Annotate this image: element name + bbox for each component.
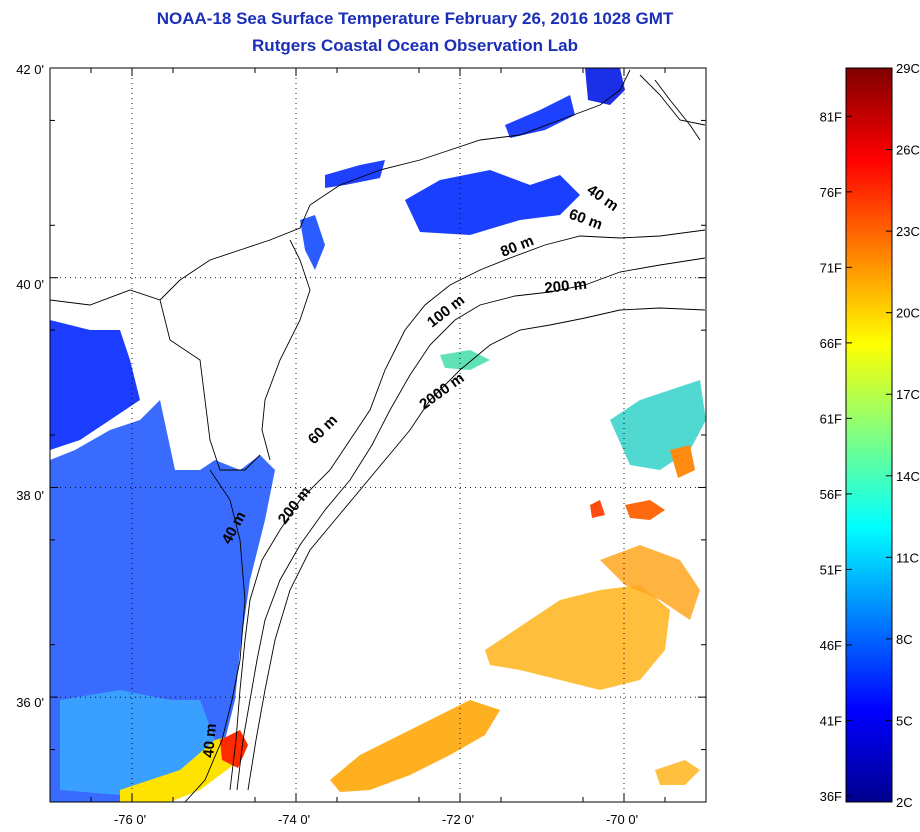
contour-label: 2000 m <box>416 370 467 414</box>
lon-tick-label: -72 0' <box>442 812 474 827</box>
contour-label: 60 m <box>305 412 341 448</box>
offshore-warm-spot <box>655 760 700 785</box>
chart-title: NOAA-18 Sea Surface Temperature February… <box>156 9 674 28</box>
warm-coastal-strip <box>120 735 240 802</box>
chesapeake-bay <box>60 690 215 795</box>
contour-label: 40 m <box>584 181 622 215</box>
colorbar-label-celsius: 8C <box>896 632 913 647</box>
colorbar-label-celsius: 17C <box>896 387 920 402</box>
axis-ticks <box>50 67 706 802</box>
colorbar-label-celsius: 11C <box>896 550 919 565</box>
contour-label: 200 m <box>275 483 315 527</box>
offshore-orange-spot <box>670 445 695 478</box>
colorbar <box>845 67 893 803</box>
cape-cod-patch <box>585 68 625 105</box>
colorbar-label-celsius: 14C <box>896 469 920 484</box>
chart-subtitle: Rutgers Coastal Ocean Observation Lab <box>252 36 578 55</box>
nj-patch <box>325 160 385 188</box>
colorbar-label-celsius: 20C <box>896 306 920 321</box>
colorbar-label-celsius: 23C <box>896 224 920 239</box>
offshore-warm-patch <box>485 585 670 690</box>
colorbar-label-celsius: 26C <box>896 143 920 158</box>
colorbar-label-fahrenheit: 41F <box>820 713 842 728</box>
colorbar-label-fahrenheit: 61F <box>820 411 842 426</box>
offshore-red-spot <box>590 500 605 518</box>
lon-tick-label: -74 0' <box>278 812 310 827</box>
bay-region <box>50 320 140 450</box>
bathymetry-contours <box>229 74 706 791</box>
colorbar-label-fahrenheit: 71F <box>820 260 842 275</box>
sst-data-layer <box>50 68 706 802</box>
offshore-red-spot-2 <box>625 500 665 520</box>
colorbar-label-fahrenheit: 51F <box>820 562 842 577</box>
colorbar-label-fahrenheit: 56F <box>820 487 842 502</box>
nj-shelf-patch <box>300 215 325 270</box>
contour-label: 60 m <box>567 206 605 234</box>
colorbar-label-celsius: 2C <box>896 795 913 810</box>
long-island-patch <box>505 95 575 138</box>
lat-tick-label: 38 0' <box>16 488 44 503</box>
contour-label: 40 m <box>200 723 220 759</box>
colorbar-ticks: 29C 26C 23C 20C 17C 14C 11C 8C 5C 2C 81F 76F 71F 66F 6… <box>820 61 920 810</box>
northern-cold-patch <box>405 170 580 235</box>
colorbar-label-fahrenheit: 46F <box>820 638 842 653</box>
lat-tick-label: 42 0' <box>16 62 44 77</box>
lon-tick-label: -76 0' <box>114 812 146 827</box>
colorbar-label-celsius: 29C <box>896 61 920 76</box>
lat-tick-label: 40 0' <box>16 277 44 292</box>
colorbar-label-fahrenheit: 66F <box>820 336 842 351</box>
coastline <box>50 69 631 802</box>
colorbar-label-fahrenheit: 81F <box>820 109 842 124</box>
offshore-warm-band <box>330 700 500 792</box>
contour-label: 100 m <box>424 292 468 332</box>
offshore-cyan-patch-2 <box>440 350 490 370</box>
contour-label: 80 m <box>498 232 536 261</box>
colorbar-label-fahrenheit: 36F <box>820 789 842 804</box>
contour-label: 200 m <box>544 276 588 297</box>
lon-tick-label: -70 0' <box>606 812 638 827</box>
colorbar-label-celsius: 5C <box>896 713 913 728</box>
colorbar-label-fahrenheit: 76F <box>820 185 842 200</box>
lat-tick-label: 36 0' <box>16 695 44 710</box>
offshore-warm-patch-2 <box>600 545 700 620</box>
